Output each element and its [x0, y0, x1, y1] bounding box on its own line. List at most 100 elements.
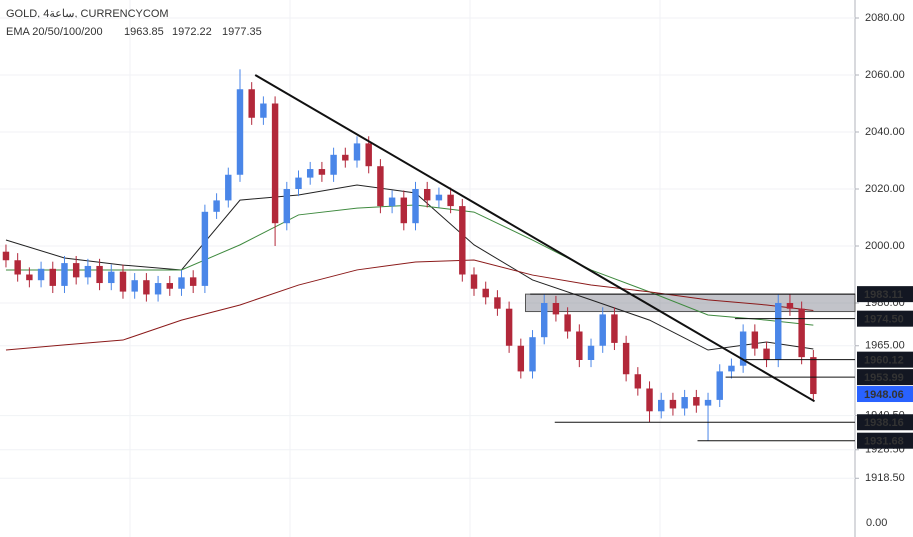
candle-body — [49, 268, 56, 286]
candle-body — [412, 189, 419, 224]
candle-body — [505, 308, 513, 346]
time-grid — [129, 0, 661, 537]
candle-body — [423, 189, 431, 201]
candle-body — [681, 397, 688, 409]
candle-body — [447, 194, 454, 207]
candle-body — [295, 177, 302, 190]
candle-body — [798, 308, 805, 358]
candle-body — [400, 197, 408, 224]
candle-body — [248, 89, 255, 118]
trendline — [254, 74, 816, 403]
y-tick-label: 2060.00 — [865, 69, 905, 81]
candle-body — [330, 154, 337, 175]
candle-body — [611, 314, 618, 343]
candle-body — [96, 265, 103, 284]
y-tick-label: 2020.00 — [865, 183, 905, 195]
candle-body — [213, 200, 220, 212]
candle-body — [342, 154, 349, 161]
candle-body — [693, 397, 700, 406]
candle-body — [810, 357, 817, 395]
ema-line — [5, 259, 814, 351]
chart-title: GOLD, 4ساعة, CURRENCYCOM — [6, 8, 169, 20]
ema-value: 1963.85 — [124, 26, 164, 38]
level-label: 1960.12 — [864, 355, 904, 367]
candle-body — [131, 280, 138, 292]
level-label: 1974.50 — [864, 314, 904, 326]
candle-body — [166, 283, 174, 289]
candle-body — [739, 331, 747, 366]
candle-body — [72, 263, 80, 278]
indicator-label: EMA 20/50/100/200 — [6, 26, 103, 38]
y-tick-label: 1965.00 — [865, 340, 905, 352]
candle-body — [541, 302, 548, 338]
candle-body — [470, 274, 478, 289]
candle-body — [201, 211, 209, 286]
candle-body — [786, 302, 794, 309]
candle-body — [26, 274, 33, 281]
zone — [524, 293, 856, 313]
candle-body — [306, 169, 314, 178]
candle-body — [482, 288, 489, 298]
level-label: 1931.68 — [864, 436, 904, 448]
level-label-box — [857, 351, 913, 368]
candle-body — [377, 166, 384, 207]
candle-body — [189, 277, 197, 286]
level-label-box — [857, 369, 913, 386]
candle-body — [529, 337, 536, 372]
y-tick-label: 2040.00 — [865, 126, 905, 138]
candle-body — [751, 331, 759, 349]
level-label: 1983.11 — [864, 289, 903, 301]
candle-body — [119, 271, 127, 292]
candle-body — [154, 283, 162, 295]
candle-body — [564, 314, 571, 332]
candle-body — [260, 103, 267, 118]
candle-body — [225, 174, 232, 201]
level-label-box — [857, 310, 913, 327]
candle-body — [353, 143, 361, 161]
candle-body — [599, 314, 606, 346]
candle-body — [143, 280, 150, 295]
candle-body — [435, 194, 443, 201]
candle-body — [576, 331, 583, 360]
ema-value: 1977.35 — [222, 26, 262, 38]
candle-body — [494, 297, 501, 309]
candle-body — [775, 302, 782, 360]
candle-body — [459, 206, 466, 275]
candle-body — [318, 169, 326, 175]
candle-body — [658, 399, 665, 412]
candle-body — [622, 342, 630, 375]
ema-value: 1972.22 — [172, 26, 212, 38]
y-tick-label: 1918.50 — [865, 472, 905, 484]
candle-body — [552, 302, 560, 315]
level-label: 1953.99 — [864, 372, 904, 384]
candle-body — [236, 89, 244, 175]
candle-body — [2, 251, 10, 261]
candle-body — [634, 374, 642, 389]
candle-body — [763, 348, 770, 360]
candle-body — [14, 260, 21, 275]
level-label-box — [857, 414, 913, 431]
candle-body — [388, 197, 396, 207]
candle-body — [271, 103, 279, 224]
level-label: 1938.16 — [864, 417, 904, 429]
candle-body — [669, 399, 677, 409]
candle-body — [517, 345, 525, 372]
candle-body — [365, 143, 372, 167]
candle-body — [108, 271, 115, 284]
current-price-label: 1948.06 — [864, 389, 904, 401]
current-price-box — [857, 386, 913, 403]
level-label-box — [857, 432, 913, 449]
candle-body — [716, 371, 723, 400]
candle-body — [587, 345, 595, 360]
candle-body — [37, 268, 45, 281]
candle-body — [178, 277, 185, 289]
secondary-scale-label: 0.00 — [866, 517, 887, 529]
candle-body — [84, 265, 92, 278]
y-tick-label: 2080.00 — [865, 12, 905, 24]
candle-body — [61, 263, 68, 286]
candle-body — [283, 189, 291, 224]
candle-body — [728, 365, 735, 372]
candle-body — [646, 388, 653, 412]
